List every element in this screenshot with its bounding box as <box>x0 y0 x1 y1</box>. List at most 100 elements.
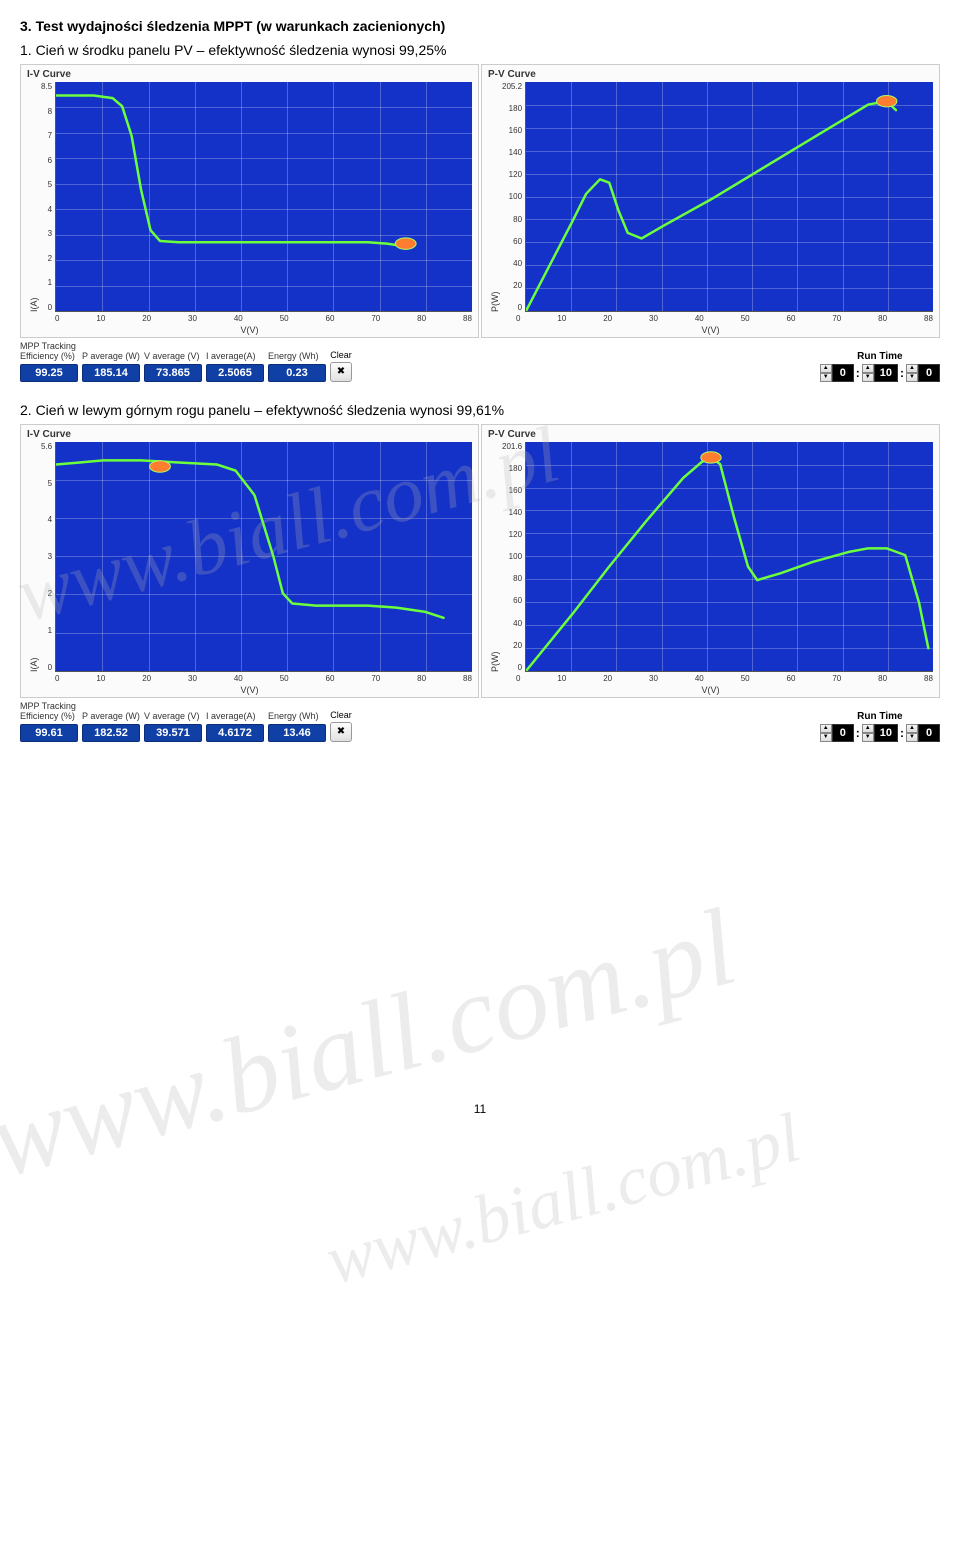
spinner-up-icon[interactable]: ▲ <box>906 364 918 373</box>
spinner-down-icon[interactable]: ▼ <box>906 733 918 742</box>
chart-title: I-V Curve <box>27 69 472 80</box>
watermark-2: www.biall.com.pl <box>0 883 748 1204</box>
chart-panel: P-V Curve P(W)201.61801601401201008060402… <box>481 424 940 698</box>
y-ticks: 5.6543210 <box>41 442 55 672</box>
plot-area <box>525 82 933 312</box>
runtime-spinner[interactable]: ▲▼0 <box>906 724 940 742</box>
runtime-spinner[interactable]: ▲▼10 <box>862 724 898 742</box>
clear-label: Clear <box>330 710 352 720</box>
stat-col: MPP Tracking Efficiency (%)99.25 <box>20 342 78 382</box>
runtime-col: Run Time▲▼0:▲▼10:▲▼0 <box>820 351 940 382</box>
x-axis-label: V(V) <box>27 685 472 695</box>
stats-bar: MPP Tracking Efficiency (%)99.25P averag… <box>20 342 940 382</box>
spinner-value: 0 <box>918 724 940 742</box>
stat-value: 13.46 <box>268 724 326 742</box>
stat-value: 39.571 <box>144 724 202 742</box>
spinner-value: 0 <box>918 364 940 382</box>
y-axis-label: I(A) <box>27 442 41 672</box>
clear-col: Clear ✖ <box>330 710 352 742</box>
spinner-down-icon[interactable]: ▼ <box>820 373 832 382</box>
spinner-value: 10 <box>874 724 898 742</box>
x-axis-label: V(V) <box>488 325 933 335</box>
x-ticks: 0102030405060708088 <box>55 674 472 683</box>
page-heading: 3. Test wydajności śledzenia MPPT (w war… <box>20 18 940 34</box>
runtime-row: ▲▼0:▲▼10:▲▼0 <box>820 364 940 382</box>
spinner-up-icon[interactable]: ▲ <box>820 364 832 373</box>
stat-value: 182.52 <box>82 724 140 742</box>
stat-value: 185.14 <box>82 364 140 382</box>
stat-label: MPP Tracking Efficiency (%) <box>20 702 76 722</box>
runtime-spinner[interactable]: ▲▼0 <box>906 364 940 382</box>
x-axis-label: V(V) <box>488 685 933 695</box>
section: 1. Cień w środku panelu PV – efektywność… <box>20 42 940 382</box>
stat-label: V average (V) <box>144 352 200 362</box>
x-ticks: 0102030405060708088 <box>55 314 472 323</box>
stats-bar: MPP Tracking Efficiency (%) 99.61 P averag… <box>20 702 940 742</box>
clear-label: Clear <box>330 350 352 360</box>
page-number: 11 <box>20 1102 940 1116</box>
runtime-label: Run Time <box>857 351 902 362</box>
spinner-down-icon[interactable]: ▼ <box>862 373 874 382</box>
colon: : <box>900 366 904 380</box>
stat-label: P average (W) <box>82 712 140 722</box>
spinner-down-icon[interactable]: ▼ <box>820 733 832 742</box>
y-axis-label: P(W) <box>488 82 502 312</box>
clear-button[interactable]: ✖ <box>330 722 352 742</box>
clear-col: Clear ✖ <box>330 350 352 382</box>
stat-col: V average (V) 39.571 <box>144 712 202 742</box>
y-ticks: 201.6180160140120100806040200 <box>502 442 525 672</box>
stat-col: I average(A) 2.5065 <box>206 352 264 382</box>
stat-col: Energy (Wh) 13.46 <box>268 712 326 742</box>
section-subheading: 2. Cień w lewym górnym rogu panelu – efe… <box>20 402 940 418</box>
stat-col: MPP Tracking Efficiency (%) 99.61 <box>20 702 78 742</box>
section-subheading: 1. Cień w środku panelu PV – efektywność… <box>20 42 940 58</box>
stat-value: 99.61 <box>20 724 78 742</box>
runtime-spinner[interactable]: ▲▼0 <box>820 364 854 382</box>
stat-col: Energy (Wh)0.23 <box>268 352 326 382</box>
runtime-row: ▲▼0:▲▼10:▲▼0 <box>820 724 940 742</box>
spinner-value: 0 <box>832 724 854 742</box>
x-ticks: 0102030405060708088 <box>516 314 933 323</box>
runtime-label: Run Time <box>857 711 902 722</box>
y-ticks: 205.2180160140120100806040200 <box>502 82 525 312</box>
spinner-up-icon[interactable]: ▲ <box>862 724 874 733</box>
plot-area <box>525 442 933 672</box>
stat-value: 2.5065 <box>206 364 264 382</box>
runtime-spinner[interactable]: ▲▼0 <box>820 724 854 742</box>
chart-panel: I-V Curve I(A)5.6543210010203040506070808… <box>20 424 479 698</box>
stat-col: I average(A)4.6172 <box>206 712 264 742</box>
stat-label: Energy (Wh) <box>268 352 319 362</box>
x-axis-label: V(V) <box>27 325 472 335</box>
chart-panel: P-V Curve P(W)205.21801601401201008060402… <box>481 64 940 338</box>
spinner-up-icon[interactable]: ▲ <box>906 724 918 733</box>
spinner-value: 0 <box>832 364 854 382</box>
spinner-up-icon[interactable]: ▲ <box>820 724 832 733</box>
section: 2. Cień w lewym górnym rogu panelu – efe… <box>20 402 940 742</box>
stat-col: P average (W)185.14 <box>82 352 140 382</box>
stat-label: V average (V) <box>144 712 200 722</box>
chart-title: P-V Curve <box>488 69 933 80</box>
runtime-spinner[interactable]: ▲▼10 <box>862 364 898 382</box>
stat-col: V average (V) 73.865 <box>144 352 202 382</box>
stat-label: Energy (Wh) <box>268 712 319 722</box>
x-ticks: 0102030405060708088 <box>516 674 933 683</box>
y-ticks: 8.5876543210 <box>41 82 55 312</box>
charts-row: I-V CurveI(A)8.5876543210010203040506070… <box>20 64 940 338</box>
charts-row: I-V CurveI(A)5.6543210010203040506070808… <box>20 424 940 698</box>
y-axis-label: I(A) <box>27 82 41 312</box>
stat-label: I average(A) <box>206 352 256 362</box>
chart-title: P-V Curve <box>488 429 933 440</box>
clear-button[interactable]: ✖ <box>330 362 352 382</box>
colon: : <box>856 366 860 380</box>
spinner-down-icon[interactable]: ▼ <box>906 373 918 382</box>
stat-value: 4.6172 <box>206 724 264 742</box>
spinner-down-icon[interactable]: ▼ <box>862 733 874 742</box>
plot-area <box>55 82 472 312</box>
chart-panel: I-V Curve I(A)8.5876543210010203040506070… <box>20 64 479 338</box>
spinner-up-icon[interactable]: ▲ <box>862 364 874 373</box>
chart-title: I-V Curve <box>27 429 472 440</box>
plot-area <box>55 442 472 672</box>
y-axis-label: P(W) <box>488 442 502 672</box>
stat-value: 73.865 <box>144 364 202 382</box>
colon: : <box>900 726 904 740</box>
